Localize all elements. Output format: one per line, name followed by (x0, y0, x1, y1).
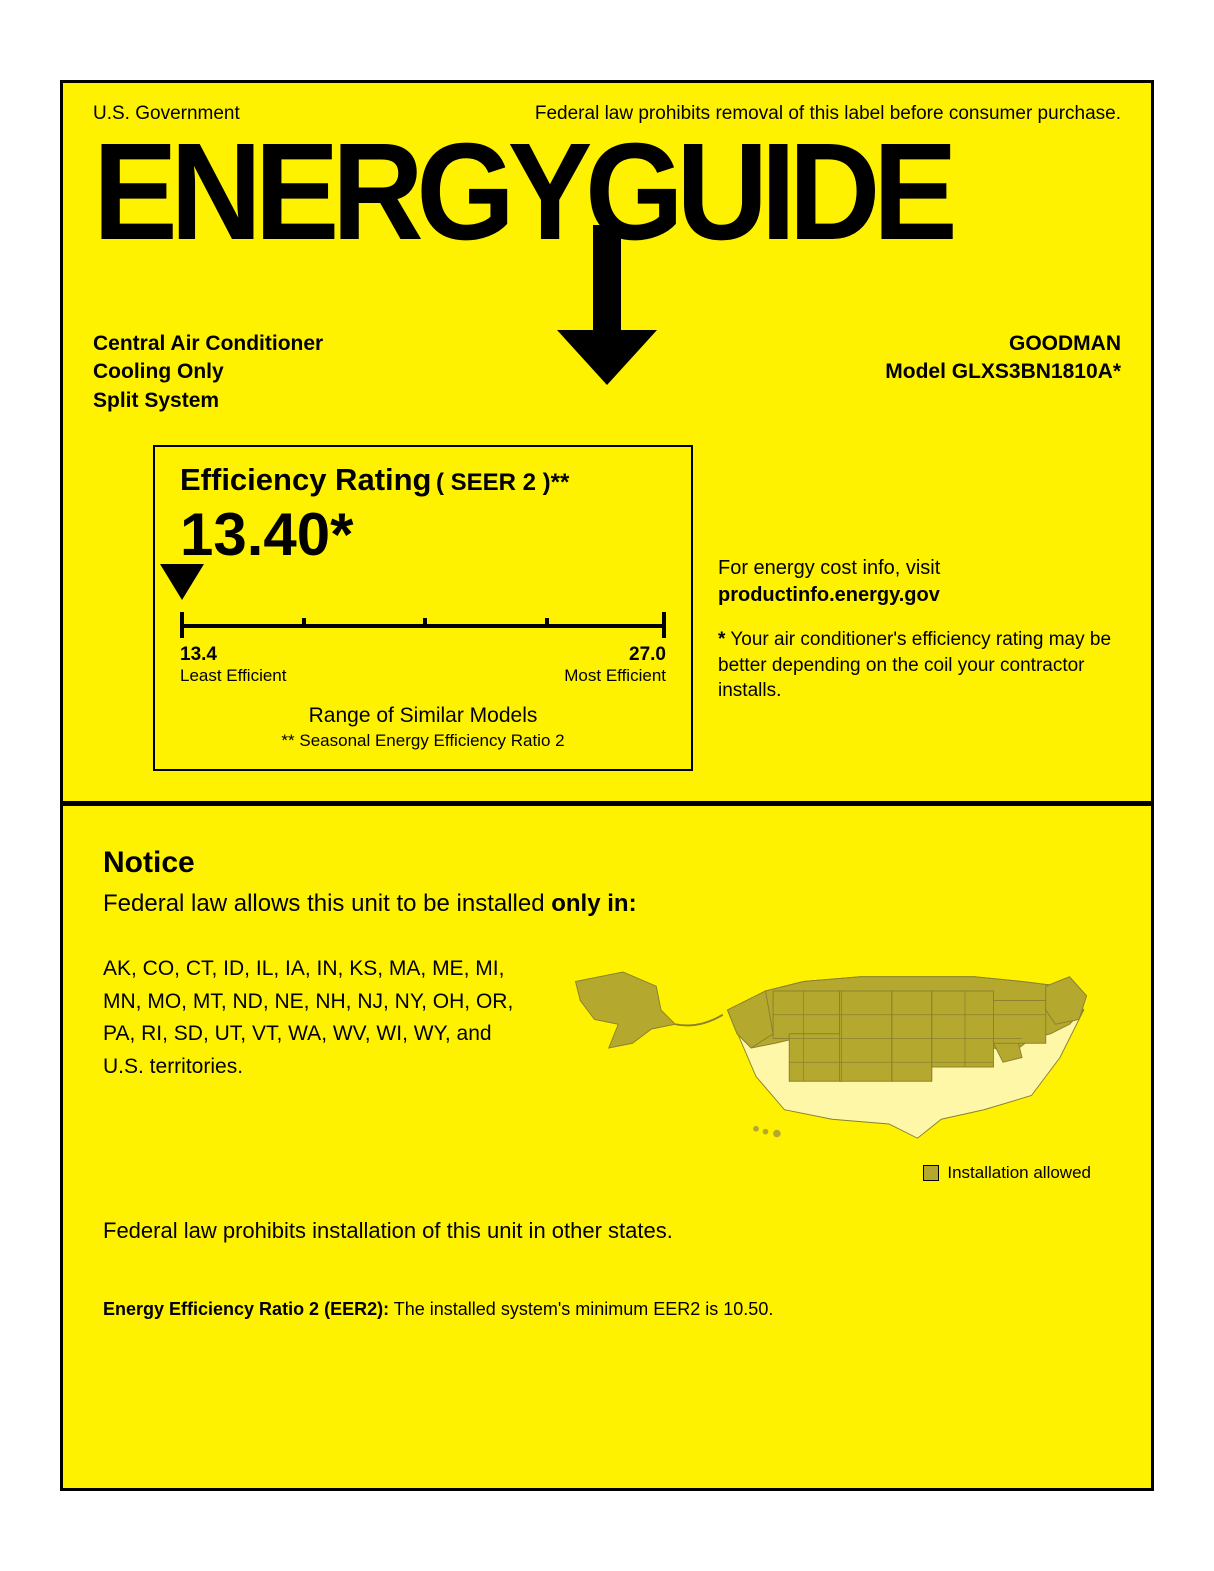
scale-label-left: 13.4 Least Efficient (180, 644, 286, 686)
scale-max-label: Most Efficient (564, 666, 666, 685)
us-map-icon (553, 953, 1111, 1143)
rating-value: 13.40* (180, 500, 666, 569)
scale-line (180, 612, 666, 642)
map-container: Installation allowed (553, 953, 1111, 1183)
arrow-stem-icon (593, 225, 621, 345)
notice-intro: Federal law allows this unit to be insta… (103, 890, 1111, 918)
bottom-section: Notice Federal law allows this unit to b… (63, 806, 1151, 1345)
rating-box: Efficiency Rating ( SEER 2 )** 13.40* 13… (153, 445, 693, 771)
scale-tick (302, 618, 306, 628)
top-section: U.S. Government Federal law prohibits re… (63, 83, 1151, 806)
product-brand: GOODMAN (885, 330, 1121, 358)
product-cooling: Cooling Only (93, 358, 323, 386)
product-right: GOODMAN Model GLXS3BN1810A* (885, 330, 1121, 415)
asterisk-symbol: * (718, 629, 725, 650)
arrow-head-icon (557, 330, 657, 385)
rating-subtitle: ( SEER 2 )** (436, 469, 569, 496)
title-row: ENERGYGUIDE (93, 130, 1121, 310)
scale-min-label: Least Efficient (180, 666, 286, 685)
scale-label-right: 27.0 Most Efficient (564, 644, 666, 686)
visit-url: productinfo.energy.gov (718, 582, 1121, 609)
product-system: Split System (93, 387, 323, 415)
scale-min: 13.4 (180, 644, 286, 666)
product-left: Central Air Conditioner Cooling Only Spl… (93, 330, 323, 415)
energyguide-title: ENERGYGUIDE (93, 130, 1039, 254)
map-legend: Installation allowed (923, 1163, 1091, 1183)
asterisk-note: * Your air conditioner's efficiency rati… (718, 627, 1121, 704)
rating-title-line: Efficiency Rating ( SEER 2 )** (180, 462, 666, 498)
states-list: AK, CO, CT, ID, IL, IA, IN, KS, MA, ME, … (103, 953, 523, 1083)
rating-title: Efficiency Rating (180, 462, 432, 497)
eer-value: The installed system's minimum EER2 is 1… (389, 1299, 773, 1319)
visit-block: For energy cost info, visit productinfo.… (718, 555, 1121, 609)
rating-pointer-icon (160, 564, 204, 600)
prohibit-text: Federal law prohibits installation of th… (103, 1218, 1111, 1244)
states-row: AK, CO, CT, ID, IL, IA, IN, KS, MA, ME, … (103, 953, 1111, 1183)
eer-label: Energy Efficiency Ratio 2 (EER2): (103, 1299, 389, 1319)
scale-max: 27.0 (564, 644, 666, 666)
middle-row: Efficiency Rating ( SEER 2 )** 13.40* 13… (93, 445, 1121, 771)
scale-tick (180, 612, 184, 638)
eer-text: Energy Efficiency Ratio 2 (EER2): The in… (103, 1299, 1111, 1320)
product-model: Model GLXS3BN1810A* (885, 358, 1121, 386)
product-type: Central Air Conditioner (93, 330, 323, 358)
notice-title: Notice (103, 846, 1111, 880)
scale-tick (423, 618, 427, 628)
energy-guide-label: U.S. Government Federal law prohibits re… (60, 80, 1154, 1491)
notice-intro-b: only in: (551, 890, 636, 917)
range-sub: ** Seasonal Energy Efficiency Ratio 2 (180, 731, 666, 751)
side-info: For energy cost info, visit productinfo.… (718, 445, 1121, 771)
legend-text: Installation allowed (947, 1163, 1091, 1183)
scale-tick (545, 618, 549, 628)
legend-box-icon (923, 1165, 939, 1181)
notice-intro-a: Federal law allows this unit to be insta… (103, 890, 551, 917)
asterisk-note-text: Your air conditioner's efficiency rating… (718, 629, 1111, 701)
range-text: Range of Similar Models (180, 704, 666, 728)
scale-tick (662, 612, 666, 638)
visit-text: For energy cost info, visit (718, 555, 1121, 582)
scale-labels: 13.4 Least Efficient 27.0 Most Efficient (180, 644, 666, 686)
